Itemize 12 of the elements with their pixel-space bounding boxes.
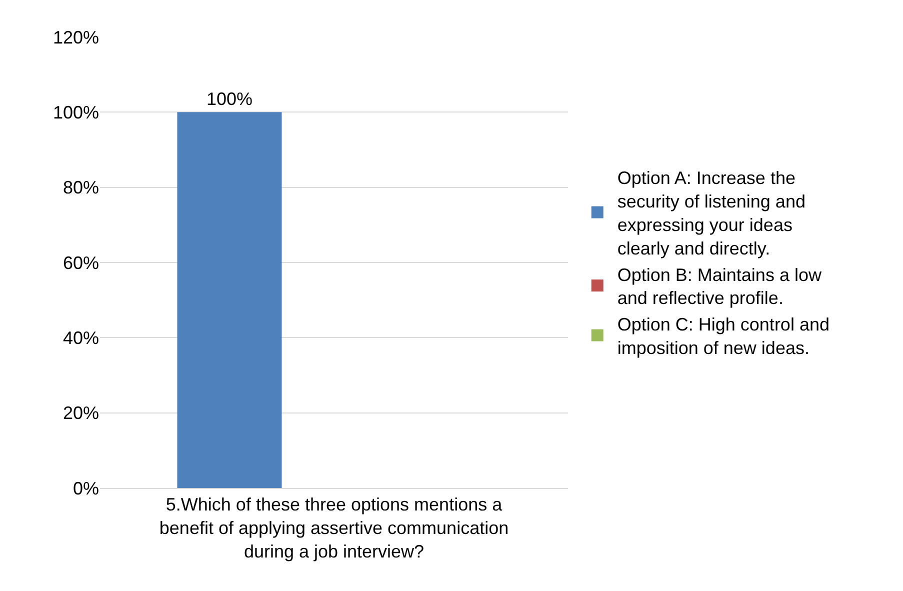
data-label: 100% (206, 89, 253, 110)
y-tick-label: 60% (62, 252, 99, 273)
legend-label: Option B: Maintains a low and reflective profile. (617, 264, 822, 308)
y-tick-label: 0% (72, 478, 99, 498)
legend-label: Option C: High control and imposition of new ideas. (617, 314, 830, 358)
y-tick-label: 40% (62, 328, 99, 348)
y-tick-label: 20% (62, 403, 99, 424)
y-tick-label: 120% (52, 27, 99, 48)
y-tick-label: 80% (62, 178, 99, 198)
x-tick-label: 5.Which of these three options mentions a benefit of applying assertive communication during a job interview? (159, 494, 509, 562)
legend-label: Option A: Increase the security of listening and expressing your ideas clearly and directly. (617, 168, 806, 258)
y-tick-label: 100% (52, 102, 99, 122)
